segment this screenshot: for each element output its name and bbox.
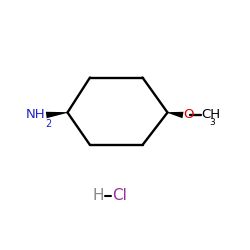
Text: CH: CH: [202, 108, 220, 121]
Text: 3: 3: [210, 118, 215, 127]
Polygon shape: [46, 112, 68, 118]
Text: O: O: [184, 108, 194, 121]
Text: 2: 2: [46, 119, 52, 129]
Text: Cl: Cl: [112, 188, 128, 202]
Text: H: H: [92, 188, 104, 202]
Polygon shape: [168, 112, 184, 118]
Text: NH: NH: [26, 108, 45, 122]
